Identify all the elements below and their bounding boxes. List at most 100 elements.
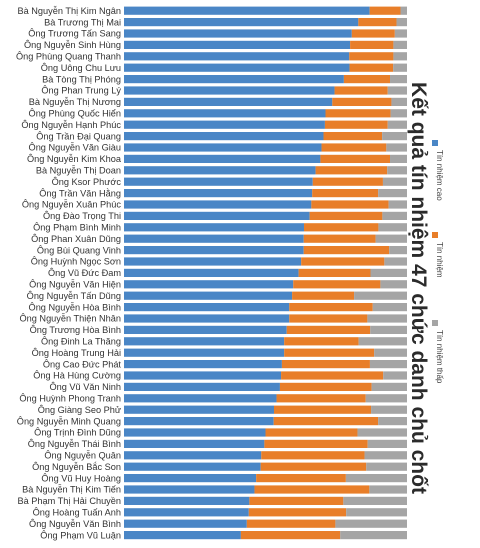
bar-segment-medium	[312, 189, 379, 198]
category-label: Ông Nguyễn Văn Bình	[29, 519, 121, 529]
bar-segment-high	[124, 166, 316, 175]
bar-segment-medium	[343, 75, 391, 84]
bar-segment-medium	[260, 462, 367, 471]
category-label: Ông Hoàng Tuấn Anh	[33, 508, 121, 518]
bar-segment-high	[124, 325, 287, 334]
bar-segment-medium	[303, 223, 379, 232]
bar-segment-high	[124, 234, 304, 243]
category-label: Ông Giàng Seo Phử	[38, 405, 121, 415]
bar-segment-low	[393, 52, 407, 61]
category-label: Ông Trần Đại Quang	[36, 131, 121, 141]
bar-segment-high	[124, 109, 326, 118]
bar-segment-medium	[249, 496, 344, 505]
category-label: Ông Phạm Bình Minh	[33, 223, 121, 233]
category-label: Ông Bùi Quang Vinh	[37, 245, 121, 255]
category-label: Ông Phùng Quang Thanh	[16, 52, 121, 62]
category-label: Ông Nguyễn Bắc Son	[32, 462, 121, 472]
bar-segment-high	[124, 360, 282, 369]
bar-segment-low	[393, 40, 407, 49]
bar-segment-low	[369, 360, 407, 369]
bar-segment-medium	[281, 360, 370, 369]
bar-segment-high	[124, 382, 280, 391]
category-label: Ông Nguyễn Thái Bình	[28, 439, 121, 449]
bar-segment-high	[124, 291, 293, 300]
legend-swatch-high	[432, 140, 438, 146]
category-label: Ông Vũ Văn Ninh	[49, 382, 121, 392]
bar-segment-low	[346, 508, 407, 517]
category-label: Ông Nguyễn Thiện Nhân	[20, 314, 121, 324]
bar-segment-low	[378, 417, 407, 426]
bar-segment-medium	[293, 280, 381, 289]
bar-segment-high	[124, 394, 277, 403]
category-label: Ông Huỳnh Phong Tranh	[19, 394, 121, 404]
bar-segment-medium	[309, 211, 383, 220]
bar-segment-medium	[256, 474, 346, 483]
bar-segment-high	[124, 417, 274, 426]
bar-segment-high	[124, 132, 324, 141]
bar-segment-medium	[281, 371, 384, 380]
bar-segment-medium	[276, 394, 366, 403]
category-label: Bà Phạm Thị Hải Chuyền	[18, 496, 122, 506]
bar-segment-medium	[246, 519, 336, 528]
bar-segment-high	[124, 496, 250, 505]
bar-segment-high	[124, 40, 351, 49]
bar-segment-high	[124, 314, 290, 323]
category-label: Bà Nguyễn Thị Doan	[36, 166, 121, 176]
bar-segment-medium	[350, 40, 394, 49]
category-label: Ông Phan Trung Lý	[41, 86, 121, 96]
bar-segment-low	[400, 6, 407, 15]
bar-segment-low	[370, 325, 407, 334]
bars	[124, 6, 407, 540]
category-label: Bà Trương Thị Mai	[44, 17, 121, 27]
bar-segment-low	[383, 371, 407, 380]
bar-segment-low	[372, 303, 407, 312]
bar-segment-high	[124, 120, 325, 129]
bar-segment-high	[124, 303, 290, 312]
bar-segment-high	[124, 508, 249, 517]
bar-segment-low	[387, 86, 407, 95]
bar-segment-high	[124, 29, 352, 38]
bar-segment-high	[124, 189, 313, 198]
bar-segment-medium	[351, 29, 395, 38]
category-label: Ông Hoàng Trung Hải	[32, 348, 121, 358]
bar-segment-low	[371, 405, 407, 414]
bar-segment-medium	[312, 177, 383, 186]
bar-segment-high	[124, 211, 310, 220]
bar-segment-low	[354, 291, 407, 300]
bar-segment-low	[370, 268, 407, 277]
bar-segment-low	[380, 280, 407, 289]
bar-segment-medium	[315, 166, 388, 175]
category-label: Ông Phan Xuân Dũng	[31, 234, 121, 244]
bar-segment-medium	[284, 337, 359, 346]
bar-segment-medium	[264, 439, 368, 448]
bar-segment-medium	[265, 428, 358, 437]
bar-segment-high	[124, 371, 282, 380]
bar-segment-high	[124, 462, 261, 471]
bar-segment-low	[343, 496, 407, 505]
bar-segment-low	[384, 257, 407, 266]
bar-segment-high	[124, 519, 247, 528]
bar-segment-high	[124, 177, 313, 186]
category-label: Ông Nguyễn Hòa Bình	[29, 302, 121, 312]
bar-segment-high	[124, 75, 344, 84]
bar-segment-medium	[323, 132, 383, 141]
category-label: Ông Huỳnh Ngọc Sơn	[31, 257, 121, 267]
bar-segment-low	[382, 132, 407, 141]
bar-segment-medium	[334, 86, 388, 95]
bar-segment-low	[387, 166, 407, 175]
bar-segment-medium	[301, 257, 385, 266]
category-label: Ông Nguyễn Xuân Phúc	[22, 200, 121, 210]
category-label: Ông Cao Đức Phát	[43, 359, 122, 369]
bar-segment-high	[124, 154, 321, 163]
category-label: Ông Vũ Huy Hoàng	[41, 473, 121, 483]
bar-segment-medium	[248, 508, 347, 517]
bar-segment-low	[364, 451, 407, 460]
bar-segment-high	[124, 428, 266, 437]
bar-segment-medium	[324, 120, 388, 129]
category-label: Ông Uông Chu Lưu	[41, 63, 121, 73]
bar-segment-low	[388, 200, 407, 209]
legend-label-medium: Tín nhiệm	[435, 242, 444, 278]
category-label: Ông Trương Hòa Bình	[30, 325, 121, 335]
